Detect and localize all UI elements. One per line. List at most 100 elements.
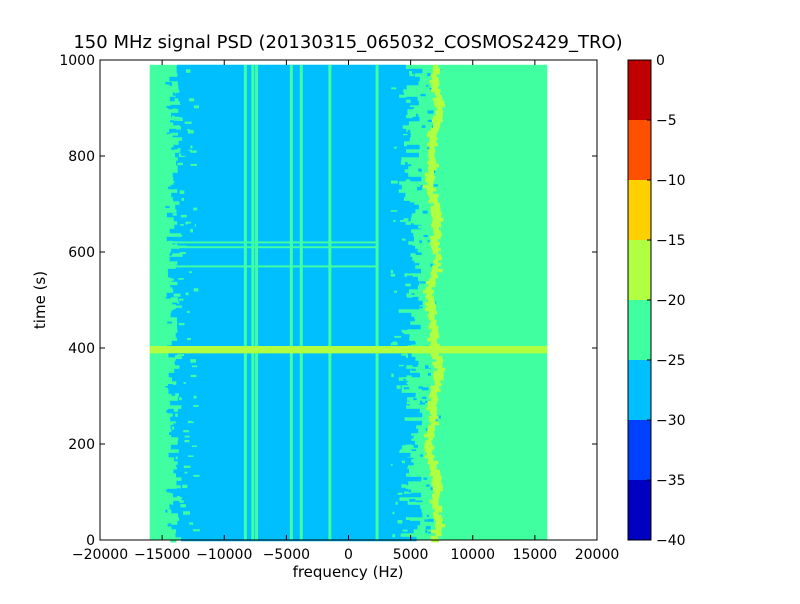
speckle-cell	[413, 444, 418, 448]
speckle-cell	[420, 240, 428, 244]
speckle-cell	[171, 147, 175, 150]
speckle-cell	[406, 114, 413, 119]
colorbar-tick-label: −15	[656, 233, 686, 249]
speckle-cell	[180, 214, 187, 218]
speckle-cell	[188, 141, 193, 144]
speckle-cell	[425, 364, 432, 368]
interference-burst	[149, 241, 378, 244]
signal-trace-cell	[434, 100, 445, 105]
colorbar: −40 −35 −30 −25 −20 −15 −10 −5 0	[627, 53, 686, 549]
signal-trace-cell	[432, 484, 443, 489]
speckle-cell	[397, 476, 403, 480]
passband-cell	[174, 360, 419, 366]
signal-trace-cell	[429, 322, 437, 327]
passband-cell	[168, 388, 402, 394]
speckle-cell	[406, 275, 413, 278]
speckle-cell	[166, 132, 170, 135]
speckle-cell	[422, 210, 428, 214]
speckle-cell	[172, 93, 176, 96]
y-tick-label: 800	[68, 149, 95, 165]
signal-trace-cell	[429, 499, 439, 504]
speckle-cell	[181, 443, 187, 447]
speckle-cell	[168, 391, 173, 394]
speckle-cell	[420, 454, 423, 457]
speckle-cell	[192, 150, 197, 153]
speckle-cell	[189, 108, 194, 111]
speckle-cell	[399, 94, 406, 98]
speckle-cell	[405, 354, 408, 358]
speckle-cell	[434, 418, 438, 421]
speckle-cell	[185, 92, 192, 95]
speckle-cell	[393, 117, 400, 121]
passband-cell	[174, 224, 422, 230]
speckle-cell	[414, 316, 417, 320]
speckle-cell	[418, 84, 422, 88]
speckle-cell	[401, 353, 408, 356]
y-tick-label: 0	[86, 533, 95, 549]
constant-line	[375, 64, 379, 541]
speckle-cell	[391, 373, 394, 377]
speckle-cell	[431, 184, 438, 187]
speckle-cell	[400, 220, 407, 222]
signal-trace-cell	[427, 130, 438, 135]
speckle-cell	[187, 129, 191, 131]
speckle-cell	[175, 113, 180, 116]
signal-trace-cell	[426, 430, 435, 435]
speckle-cell	[168, 180, 175, 183]
speckle-cell	[193, 446, 201, 450]
speckle-cell	[190, 228, 194, 233]
speckle-cell	[190, 374, 197, 378]
signal-trace-cell	[429, 139, 437, 144]
speckle-cell	[186, 311, 190, 313]
speckle-cell	[403, 387, 410, 390]
signal-trace-cell	[425, 175, 436, 180]
signal-trace-cell	[426, 451, 433, 456]
speckle-cell	[175, 305, 182, 308]
signal-trace-cell	[433, 376, 444, 381]
speckle-cell	[423, 477, 428, 480]
speckle-cell	[171, 426, 175, 430]
speckle-cell	[411, 206, 416, 210]
speckle-cell	[423, 235, 428, 238]
passband-cell	[171, 280, 420, 286]
passband-cell	[181, 536, 417, 542]
speckle-cell	[189, 98, 195, 102]
x-tick-label: 0	[344, 547, 353, 563]
speckle-cell	[190, 243, 197, 247]
speckle-cell	[394, 332, 401, 335]
speckle-cell	[403, 414, 410, 417]
signal-trace-cell	[429, 277, 436, 282]
passband-cell	[175, 152, 419, 158]
constant-line	[328, 64, 332, 541]
speckle-cell	[402, 489, 405, 492]
passband-cell	[176, 304, 420, 310]
signal-trace-cell	[434, 517, 443, 522]
speckle-cell	[183, 430, 190, 433]
passband-cell	[178, 392, 416, 398]
passband-cell	[171, 112, 408, 118]
signal-trace-cell	[430, 535, 438, 540]
colorbar-swatch	[628, 180, 651, 240]
signal-trace-cell	[429, 79, 440, 84]
signal-trace-cell	[430, 235, 441, 240]
signal-trace-cell	[432, 265, 439, 270]
signal-trace-cell	[429, 157, 436, 162]
signal-trace-cell	[426, 187, 437, 192]
interference-burst	[149, 346, 548, 350]
speckle-cell	[402, 529, 408, 532]
speckle-cell	[173, 480, 176, 484]
signal-trace-cell	[428, 148, 436, 153]
speckle-cell	[173, 116, 180, 120]
speckle-cell	[390, 270, 394, 274]
speckle-cell	[187, 446, 192, 449]
y-tick-label: 400	[68, 341, 95, 357]
signal-trace-cell	[428, 424, 435, 429]
speckle-cell	[401, 460, 405, 464]
speckle-cell	[427, 372, 431, 376]
speckle-cell	[410, 368, 414, 371]
signal-trace-cell	[429, 196, 438, 201]
speckle-cell	[420, 396, 427, 399]
signal-trace-cell	[427, 400, 438, 405]
passband-cell	[175, 420, 423, 426]
signal-trace-cell	[432, 505, 443, 510]
